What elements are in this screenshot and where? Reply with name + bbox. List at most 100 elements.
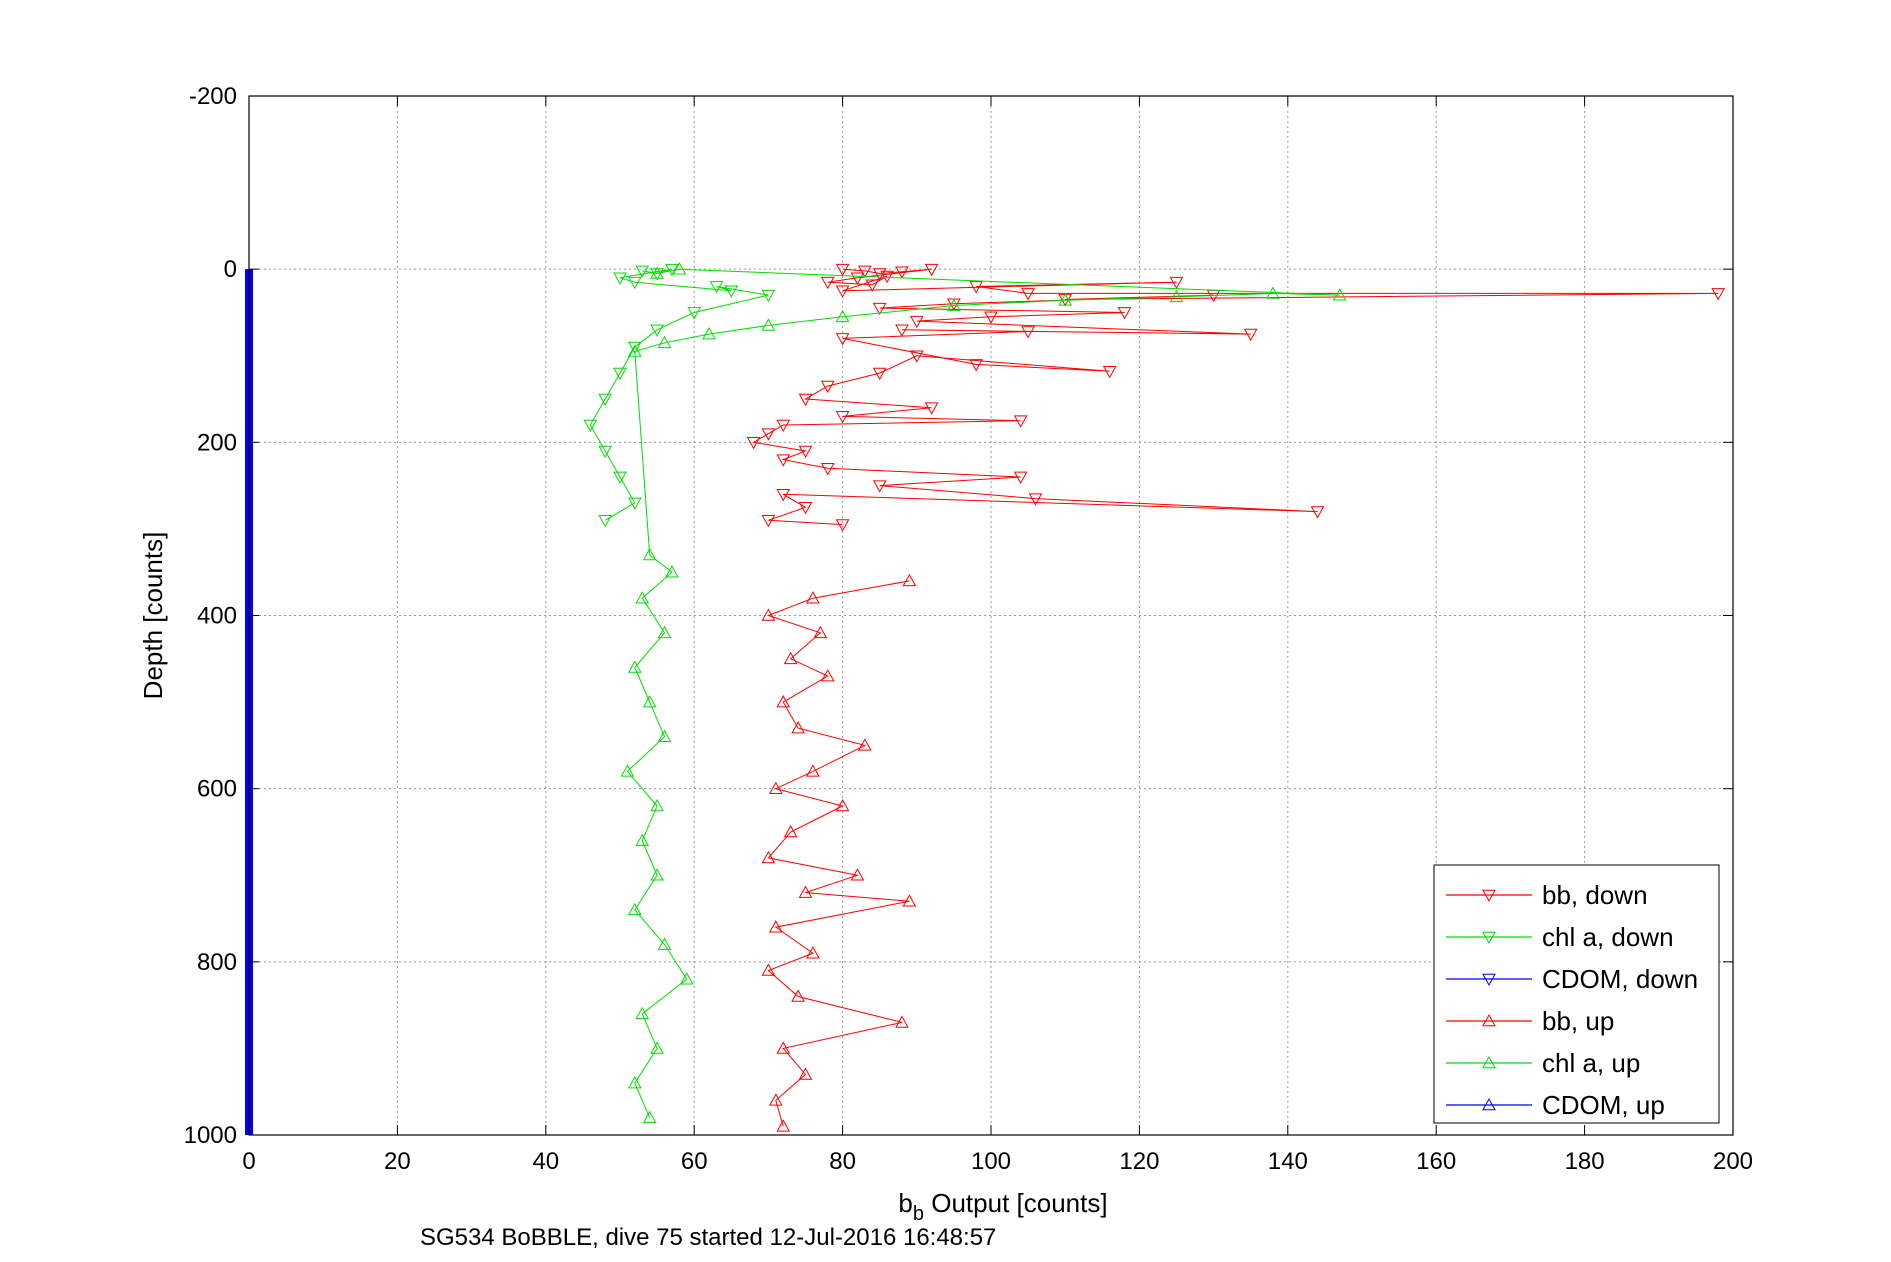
legend-marker bbox=[1482, 1097, 1496, 1111]
data-point bbox=[835, 263, 850, 277]
data-point bbox=[650, 868, 664, 881]
data-point bbox=[776, 419, 791, 433]
data-point bbox=[761, 850, 776, 864]
data-point bbox=[1266, 286, 1280, 299]
data-point bbox=[1021, 326, 1035, 339]
data-point bbox=[813, 625, 828, 639]
data-point bbox=[806, 946, 820, 959]
y-tick-label: 0 bbox=[224, 256, 237, 283]
data-point bbox=[1711, 288, 1726, 301]
axis-ticks: 0 20 40 60 80 100 120 140 160 180 200 -200 0 200 400 60… bbox=[184, 83, 1753, 1175]
data-point bbox=[724, 285, 739, 298]
data-point bbox=[909, 315, 924, 329]
data-point bbox=[687, 307, 702, 320]
data-point bbox=[598, 393, 613, 407]
data-point bbox=[820, 463, 835, 476]
data-point bbox=[657, 625, 672, 639]
data-point bbox=[984, 311, 998, 324]
data-point bbox=[872, 367, 887, 381]
data-point bbox=[650, 798, 664, 812]
data-point bbox=[791, 989, 805, 1002]
x-tick-label: 40 bbox=[532, 1148, 559, 1175]
data-point bbox=[627, 276, 642, 290]
data-point bbox=[702, 327, 716, 340]
data-point bbox=[850, 272, 865, 285]
data-point bbox=[806, 764, 820, 777]
data-point bbox=[820, 669, 835, 682]
data-point bbox=[642, 547, 657, 561]
data-point bbox=[835, 519, 850, 532]
data-point bbox=[761, 318, 776, 331]
data-point bbox=[798, 885, 813, 898]
data-point bbox=[924, 402, 939, 415]
data-point bbox=[627, 341, 642, 355]
y-tick-label: -200 bbox=[189, 83, 237, 110]
data-point bbox=[613, 272, 627, 285]
legend: bb, down chl a, down CDOM, down bb, up chl a… bbox=[1433, 864, 1720, 1124]
y-tick-label: 1000 bbox=[184, 1122, 237, 1149]
data-point bbox=[761, 608, 776, 621]
data-point bbox=[776, 1041, 791, 1054]
data-point bbox=[598, 514, 613, 528]
data-point bbox=[776, 488, 791, 502]
data-point bbox=[791, 721, 805, 734]
data-point bbox=[835, 411, 850, 424]
y-tick-label: 400 bbox=[197, 603, 237, 630]
data-point bbox=[761, 289, 776, 303]
legend-label: chl a, up bbox=[1542, 1048, 1640, 1078]
data-point bbox=[850, 868, 865, 881]
data-point bbox=[635, 833, 650, 846]
data-point bbox=[613, 367, 627, 381]
data-point bbox=[798, 445, 813, 459]
data-point bbox=[909, 350, 924, 363]
legend-marker bbox=[1482, 973, 1496, 987]
series-chl-a-up bbox=[620, 262, 1347, 1123]
data-point bbox=[1028, 493, 1043, 506]
data-point bbox=[835, 333, 850, 346]
data-point bbox=[635, 591, 650, 604]
data-point bbox=[820, 276, 835, 290]
data-point bbox=[746, 437, 761, 450]
data-point bbox=[902, 573, 917, 587]
x-tick-label: 80 bbox=[829, 1148, 856, 1175]
data-point bbox=[1013, 471, 1028, 484]
series-bb-up bbox=[761, 573, 917, 1132]
y-axis-label: Depth [counts] bbox=[138, 532, 168, 700]
data-point bbox=[872, 480, 887, 493]
legend-box bbox=[1433, 864, 1720, 1124]
data-point bbox=[835, 285, 850, 298]
data-point bbox=[783, 824, 798, 838]
data-point bbox=[761, 514, 776, 528]
data-point bbox=[858, 265, 872, 278]
data-point bbox=[1332, 288, 1347, 301]
data-point bbox=[776, 695, 791, 708]
data-point bbox=[642, 695, 657, 708]
data-point bbox=[635, 1006, 650, 1020]
data-point bbox=[679, 972, 694, 985]
legend-label: CDOM, down bbox=[1542, 964, 1698, 994]
data-point bbox=[635, 265, 650, 278]
data-point bbox=[806, 591, 820, 604]
x-tick-label: 100 bbox=[971, 1148, 1011, 1175]
data-point bbox=[627, 660, 642, 673]
data-point bbox=[798, 393, 813, 407]
x-tick-label: 120 bbox=[1119, 1148, 1159, 1175]
series-line bbox=[766, 580, 910, 1127]
data-point bbox=[761, 963, 776, 976]
data-point bbox=[650, 268, 664, 281]
data-point bbox=[768, 781, 783, 794]
data-point bbox=[627, 902, 642, 916]
data-point bbox=[768, 920, 783, 933]
data-point bbox=[1169, 289, 1184, 303]
data-point bbox=[761, 428, 776, 441]
x-axis-label-rest: Output [counts] bbox=[924, 1188, 1108, 1218]
data-point bbox=[1021, 288, 1035, 301]
data-point bbox=[627, 344, 642, 357]
data-point bbox=[798, 501, 813, 515]
data-point bbox=[969, 281, 984, 294]
data-point bbox=[776, 1119, 791, 1132]
legend-marker bbox=[1482, 1055, 1496, 1069]
legend-label: bb, up bbox=[1542, 1006, 1614, 1036]
data-point bbox=[924, 263, 939, 277]
legend-marker bbox=[1482, 931, 1496, 945]
